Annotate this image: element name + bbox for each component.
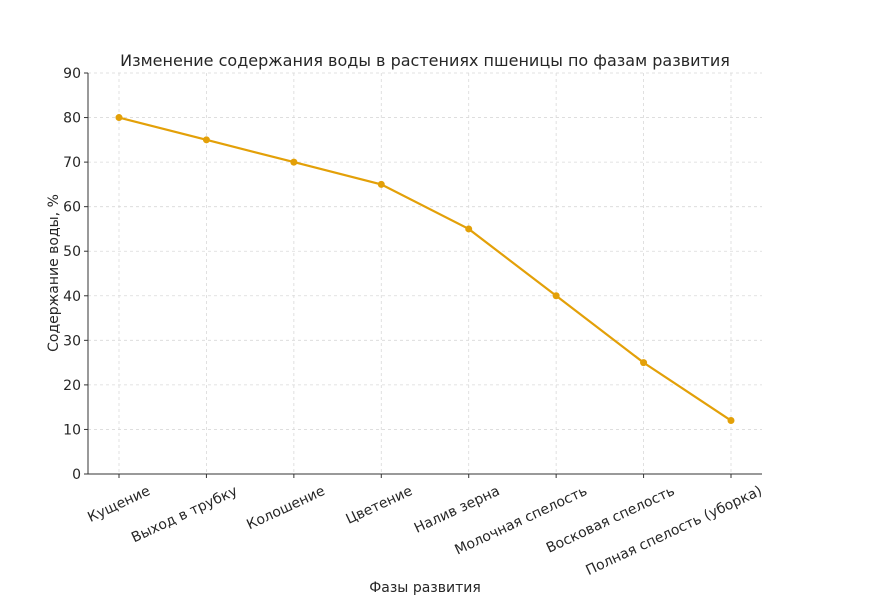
y-tick-label: 40 xyxy=(63,289,81,305)
y-tick-label: 20 xyxy=(63,378,81,394)
data-point xyxy=(640,359,648,367)
data-point xyxy=(115,114,123,122)
data-point xyxy=(727,417,735,425)
y-tick-label: 70 xyxy=(63,155,81,171)
axes xyxy=(87,73,762,475)
data-point xyxy=(552,292,560,300)
x-axis-label: Фазы развития xyxy=(369,580,481,596)
y-tick-label: 80 xyxy=(63,111,81,127)
y-axis-label: Содержание воды, % xyxy=(46,194,62,352)
y-tick-label: 10 xyxy=(63,422,81,438)
y-tick-label: 90 xyxy=(63,66,81,82)
y-tick-label: 50 xyxy=(63,244,81,260)
data-point xyxy=(465,225,473,233)
data-point xyxy=(202,136,210,144)
x-tick-label: Кущение xyxy=(85,483,152,526)
data-point xyxy=(377,180,385,188)
y-tick-label: 60 xyxy=(63,200,81,216)
y-tick-label: 0 xyxy=(72,467,81,483)
x-tick-label: Колошение xyxy=(244,483,327,533)
x-tick-label: Цветение xyxy=(344,483,415,528)
grid xyxy=(88,72,762,475)
y-ticks: 0 10 20 30 40 50 60 70 80 90 xyxy=(63,66,88,483)
chart-title: Изменение содержания воды в растениях пш… xyxy=(120,51,730,70)
series-polyline xyxy=(118,116,732,422)
series-line xyxy=(115,114,735,425)
data-point xyxy=(290,158,298,166)
y-tick-label: 30 xyxy=(63,333,81,349)
